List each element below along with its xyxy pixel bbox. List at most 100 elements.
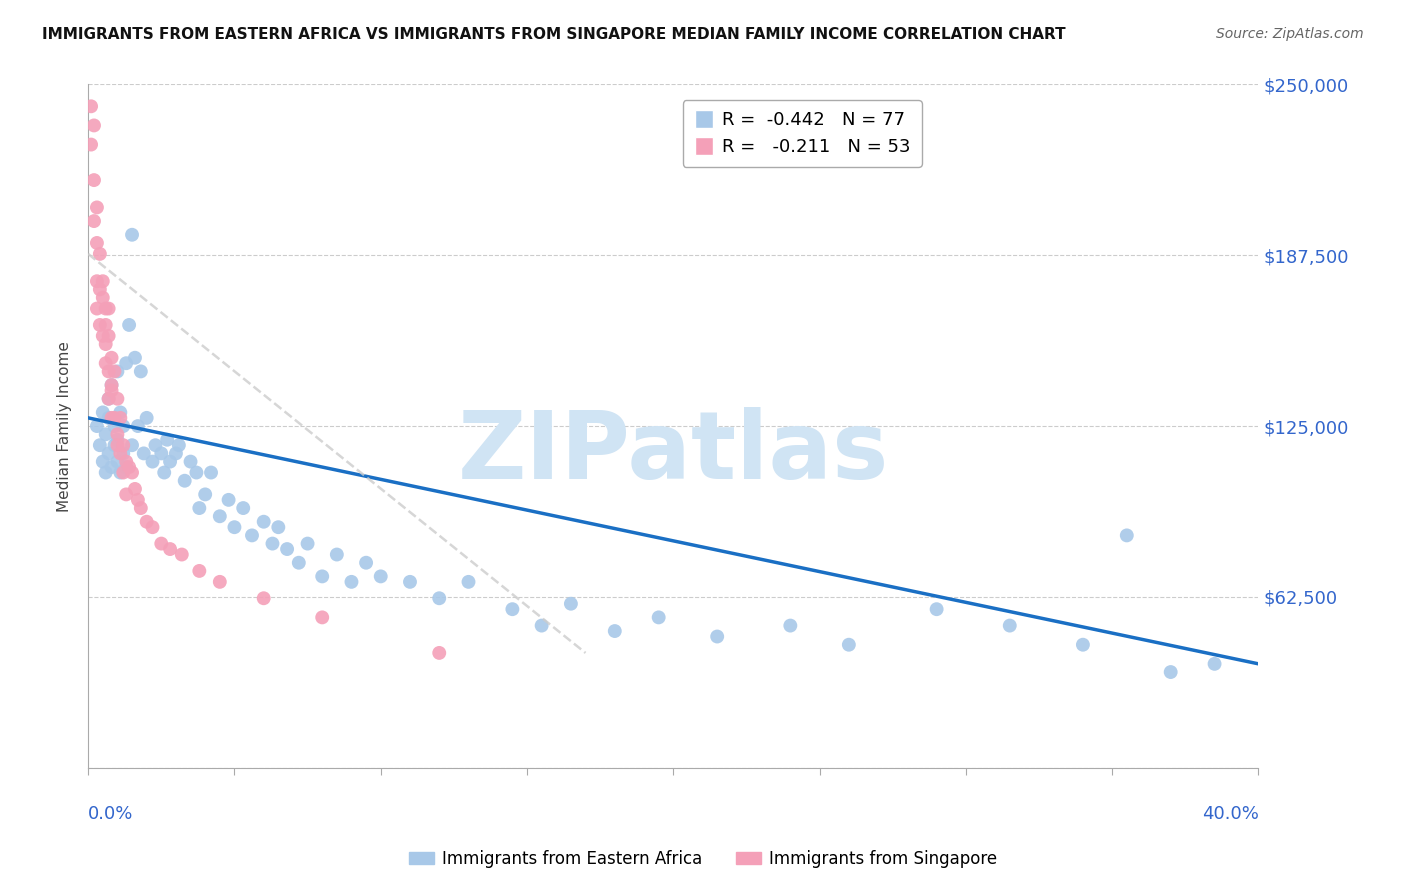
Point [998,618,1021,632]
Point [180,454,202,468]
Point [100,384,122,398]
Point [94,318,117,332]
Point [127,419,149,434]
Point [165,446,187,460]
Point [112,446,135,460]
Point [150,536,173,550]
Point [159,542,181,557]
Point [311,569,333,583]
Point [103,364,125,378]
Point [200,466,222,480]
Point [173,474,195,488]
Point [89,247,111,261]
Point [188,501,211,516]
Point [100,378,122,392]
Point [91,329,114,343]
Point [135,515,157,529]
Point [97,392,120,406]
Point [94,356,117,370]
Point [112,438,135,452]
Point [159,454,181,468]
Point [530,618,553,632]
Point [1160,665,1182,679]
Text: 0.0%: 0.0% [89,805,134,823]
Point [80,99,103,113]
Legend: Immigrants from Eastern Africa, Immigrants from Singapore: Immigrants from Eastern Africa, Immigran… [402,844,1004,875]
Point [141,454,163,468]
Point [267,520,290,534]
Point [83,214,105,228]
Point [107,364,129,378]
Legend: R =  -0.442   N = 77, R =   -0.211   N = 53: R = -0.442 N = 77, R = -0.211 N = 53 [683,100,922,167]
Point [110,466,132,480]
Point [150,446,173,460]
Y-axis label: Median Family Income: Median Family Income [58,341,72,511]
Point [91,274,114,288]
Point [118,318,141,332]
Point [112,466,135,480]
Point [100,410,122,425]
Point [94,466,117,480]
Text: ZIPatlas: ZIPatlas [457,408,889,500]
Point [115,356,138,370]
Point [194,487,217,501]
Point [560,597,582,611]
Point [115,487,138,501]
Point [86,235,108,250]
Point [188,564,211,578]
Point [170,548,193,562]
Point [115,460,138,475]
Point [340,574,363,589]
Point [1204,657,1226,671]
Point [224,520,246,534]
Point [218,492,240,507]
Point [153,466,176,480]
Point [97,446,120,460]
Point [186,466,208,480]
Point [208,509,231,524]
Point [1115,528,1137,542]
Point [706,630,728,644]
Point [86,301,108,316]
Point [124,351,146,365]
Point [107,454,129,468]
Point [326,548,349,562]
Point [427,646,450,660]
Point [129,364,152,378]
Point [89,318,111,332]
Point [100,378,122,392]
Point [253,515,276,529]
Point [779,618,801,632]
Point [925,602,948,616]
Point [1071,638,1094,652]
Point [112,419,135,434]
Point [427,591,450,606]
Point [121,438,143,452]
Point [94,427,117,442]
Point [110,446,132,460]
Point [647,610,669,624]
Point [132,446,155,460]
Point [83,119,105,133]
Point [129,501,152,516]
Text: 40.0%: 40.0% [1202,805,1258,823]
Point [89,438,111,452]
Point [167,438,190,452]
Point [91,454,114,468]
Point [97,329,120,343]
Point [115,454,138,468]
Point [288,556,311,570]
Point [107,438,129,452]
Point [80,137,103,152]
Point [83,173,105,187]
Text: Source: ZipAtlas.com: Source: ZipAtlas.com [1216,27,1364,41]
Point [103,438,125,452]
Point [121,227,143,242]
Point [107,392,129,406]
Point [124,482,146,496]
Point [97,392,120,406]
Point [103,419,125,434]
Point [110,410,132,425]
Point [253,591,276,606]
Point [86,201,108,215]
